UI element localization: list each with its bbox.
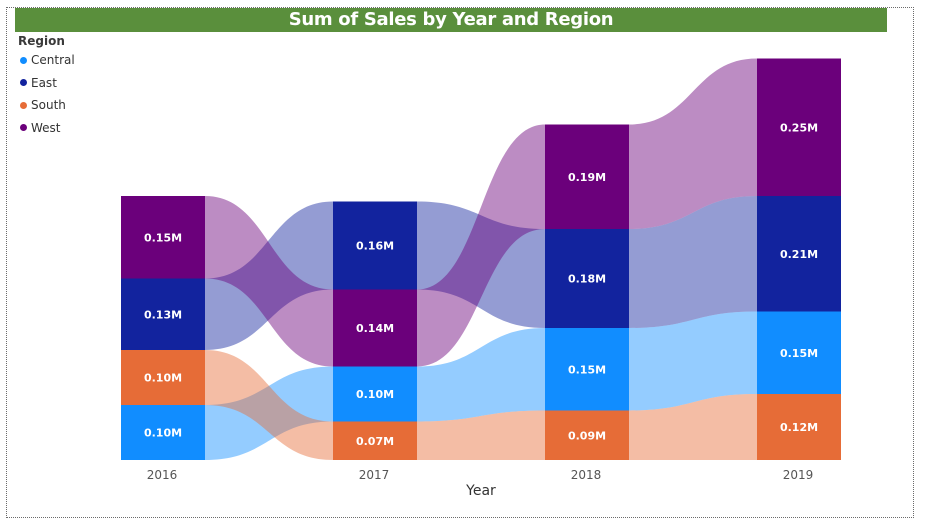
- data-label-south-2016: 0.10M: [144, 372, 182, 385]
- legend-dot-icon: [20, 79, 27, 87]
- segment-south-2016[interactable]: [121, 350, 205, 405]
- data-label-central-2016: 0.10M: [144, 427, 182, 440]
- legend-label: East: [31, 75, 57, 90]
- data-label-west-2016: 0.15M: [144, 231, 182, 244]
- legend-title: Region: [18, 34, 65, 48]
- title-bar: Sum of Sales by Year and Region: [15, 8, 887, 32]
- ribbons-layer: [205, 58, 757, 461]
- legend-item-central[interactable]: Central: [18, 49, 75, 72]
- legend-item-east[interactable]: East: [18, 72, 75, 95]
- ribbon-south-2018-2019[interactable]: [629, 394, 757, 460]
- segment-south-2018[interactable]: [545, 410, 629, 461]
- legend-item-south[interactable]: South: [18, 94, 75, 117]
- segment-central-2018[interactable]: [545, 328, 629, 411]
- ribbon-central-2018-2019[interactable]: [629, 311, 757, 411]
- ribbon-east-2016-2017[interactable]: [205, 201, 333, 351]
- segment-central-2016[interactable]: [121, 405, 205, 460]
- segment-east-2019[interactable]: [757, 196, 841, 312]
- segment-west-2017[interactable]: [333, 289, 417, 367]
- data-label-east-2016: 0.13M: [144, 308, 182, 321]
- segment-south-2017[interactable]: [333, 421, 417, 461]
- legend-label: Central: [31, 53, 75, 68]
- legend-item-west[interactable]: West: [18, 117, 75, 140]
- ribbon-south-2017-2018[interactable]: [417, 410, 545, 461]
- segment-east-2016[interactable]: [121, 278, 205, 351]
- segment-west-2019[interactable]: [757, 58, 841, 197]
- legend-label: South: [31, 98, 66, 113]
- segment-south-2019[interactable]: [757, 394, 841, 460]
- data-label-central-2019: 0.15M: [780, 347, 818, 360]
- x-axis: 2016 2017 2018 2019: [147, 468, 814, 482]
- ribbon-west-2017-2018[interactable]: [417, 124, 545, 367]
- segment-east-2018[interactable]: [545, 229, 629, 328]
- columns-layer: [121, 58, 841, 461]
- segment-east-2017[interactable]: [333, 201, 417, 290]
- ribbon-east-2018-2019[interactable]: [629, 196, 757, 328]
- data-label-south-2019: 0.12M: [780, 421, 818, 434]
- x-tick-label-2018: 2018: [571, 468, 602, 482]
- data-label-east-2019: 0.21M: [780, 248, 818, 261]
- ribbon-east-2017-2018[interactable]: [417, 201, 545, 329]
- x-tick-label-2017: 2017: [359, 468, 390, 482]
- data-label-west-2017: 0.14M: [356, 322, 394, 335]
- data-label-west-2018: 0.19M: [568, 171, 606, 184]
- legend-dot-icon: [20, 101, 27, 109]
- segment-west-2016[interactable]: [121, 196, 205, 279]
- segment-central-2019[interactable]: [757, 311, 841, 395]
- x-axis-title: Year: [465, 483, 496, 499]
- segment-west-2018[interactable]: [545, 124, 629, 230]
- ribbon-central-2016-2017[interactable]: [205, 366, 333, 461]
- legend: Region Central East South West: [18, 33, 75, 139]
- data-label-east-2017: 0.16M: [356, 240, 394, 253]
- legend-dot-icon: [20, 56, 27, 64]
- data-label-east-2018: 0.18M: [568, 273, 606, 286]
- visual-frame: [6, 7, 914, 518]
- x-tick-label-2016: 2016: [147, 468, 178, 482]
- x-tick-label-2019: 2019: [783, 468, 814, 482]
- legend-dot-icon: [20, 124, 27, 132]
- data-label-south-2017: 0.07M: [356, 435, 394, 448]
- chart-title: Sum of Sales by Year and Region: [288, 9, 614, 30]
- labels-layer: 0.10M 0.13M 0.10M 0.15M 0.10M 0.16M 0.07M 0.14M…: [144, 121, 818, 448]
- ribbon-central-2017-2018[interactable]: [417, 328, 545, 422]
- ribbon-west-2018-2019[interactable]: [629, 58, 757, 230]
- data-label-central-2017: 0.10M: [356, 388, 394, 401]
- ribbon-west-2016-2017[interactable]: [205, 196, 333, 367]
- data-label-south-2018: 0.09M: [568, 429, 606, 442]
- legend-label: West: [31, 120, 61, 135]
- data-label-central-2018: 0.15M: [568, 363, 606, 376]
- segment-central-2017[interactable]: [333, 366, 417, 422]
- ribbon-south-2016-2017[interactable]: [205, 350, 333, 460]
- data-label-west-2019: 0.25M: [780, 121, 818, 134]
